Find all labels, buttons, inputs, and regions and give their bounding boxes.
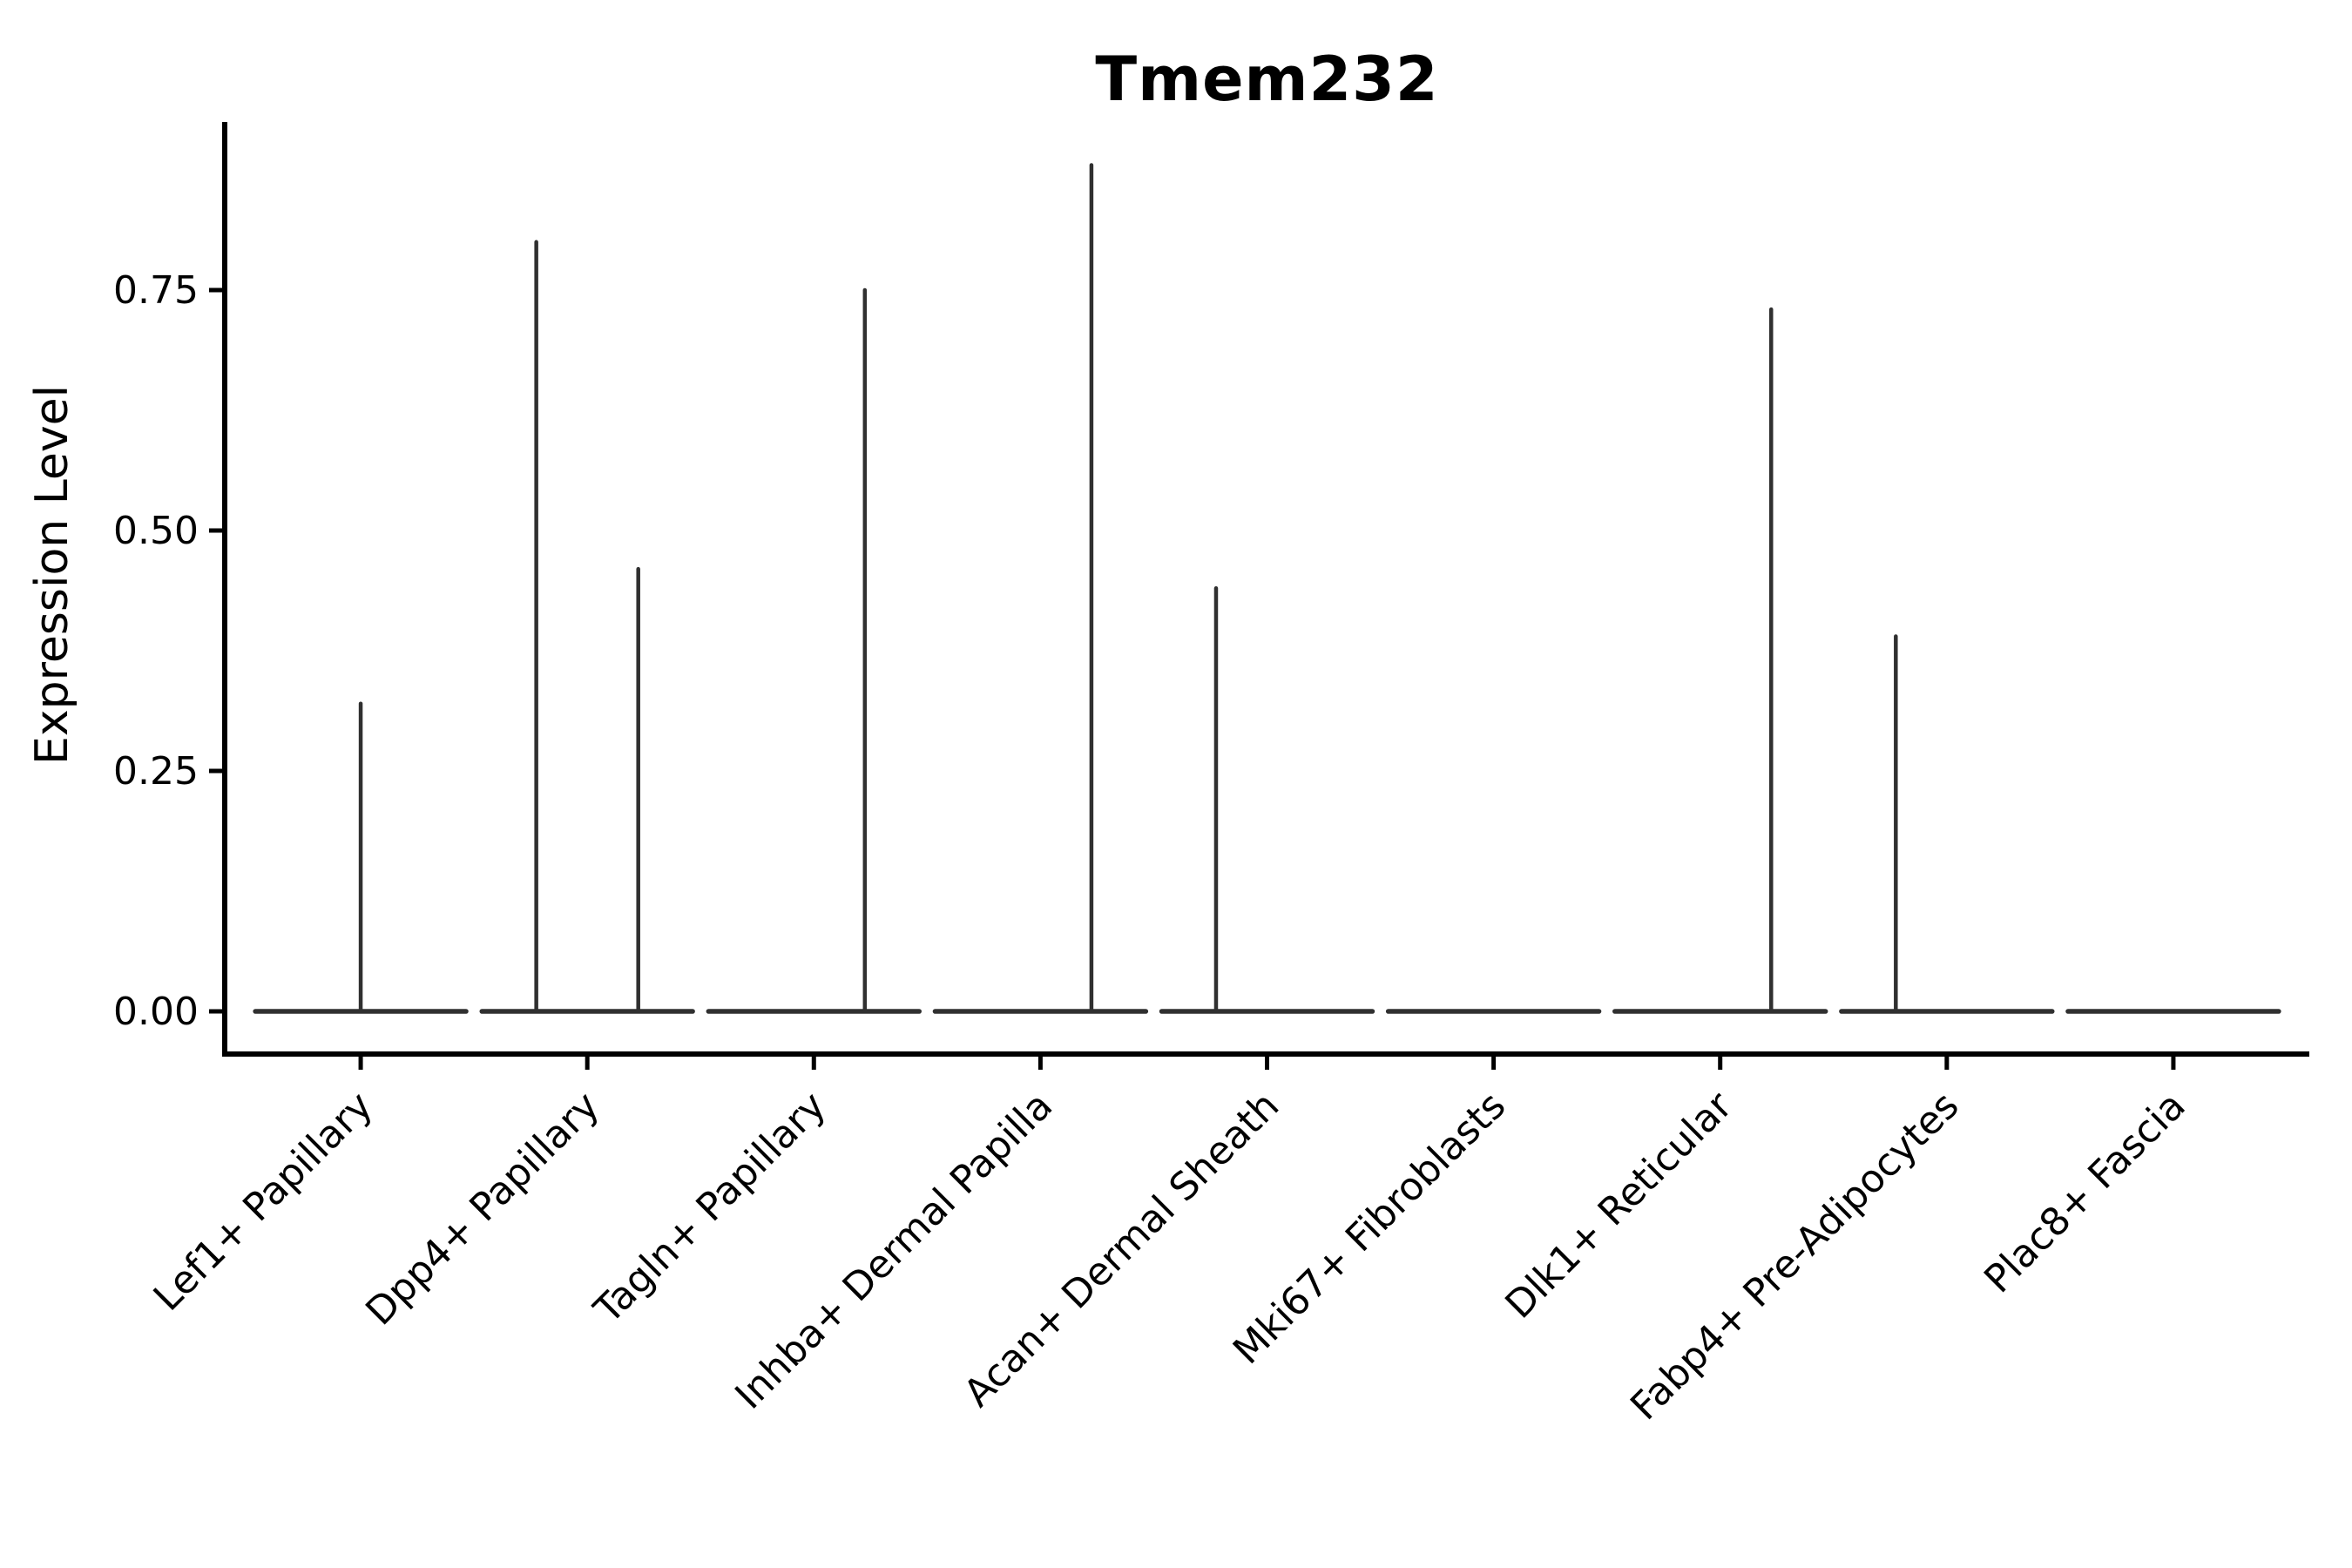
- x-tick-label: Dpp4+ Papillary: [357, 1084, 608, 1335]
- y-tick-label: 0.75: [113, 268, 199, 313]
- x-tick-label: Tagln+ Papillary: [585, 1084, 835, 1333]
- y-axis-label: Expression Level: [26, 384, 78, 766]
- y-tick-label: 0.50: [113, 509, 199, 553]
- x-tick-label: Dlk1+ Reticular: [1497, 1083, 1742, 1328]
- x-tick-label: Plac8+ Fascia: [1976, 1084, 2194, 1302]
- chart-title: Tmem232: [1095, 44, 1439, 115]
- y-tick-label: 0.25: [113, 749, 199, 794]
- y-tick-label: 0.00: [113, 990, 199, 1034]
- x-tick-label: Lef1+ Papillary: [145, 1084, 382, 1320]
